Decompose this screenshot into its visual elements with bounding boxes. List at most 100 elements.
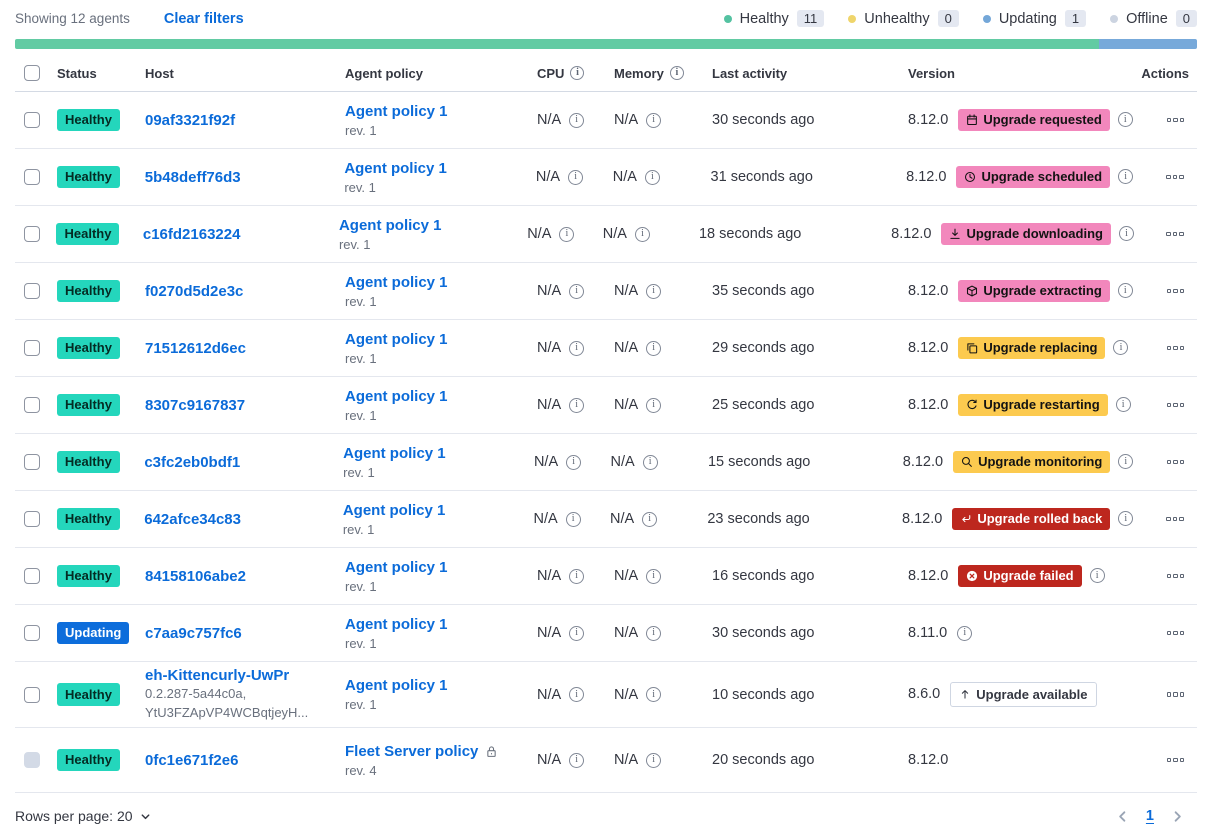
agent-policy-link[interactable]: Agent policy 1 [345,102,448,120]
upgrade-info-icon[interactable] [1118,511,1134,527]
host-link[interactable]: 84158106abe2 [145,567,246,585]
upgrade-info-icon[interactable] [1115,397,1131,413]
upgrade-info-icon[interactable] [1118,454,1134,470]
host-link[interactable]: 71512612d6ec [145,339,246,357]
host-link[interactable]: c3fc2eb0bdf1 [144,453,241,471]
info-icon[interactable] [569,687,585,702]
actions-menu-button[interactable] [1162,687,1190,702]
agent-policy-link[interactable]: Agent policy 1 [345,387,448,405]
row-checkbox[interactable] [24,568,40,584]
actions-menu-button[interactable] [1162,753,1190,768]
info-icon[interactable] [569,112,585,128]
upgrade-info-icon[interactable] [1118,226,1134,242]
actions-menu-button[interactable] [1162,455,1190,470]
host-link[interactable]: eh-Kittencurly-UwPr [145,667,290,685]
agent-policy-link[interactable]: Agent policy 1 [345,330,448,348]
version-info-icon[interactable] [957,625,973,641]
clear-filters-link[interactable]: Clear filters [163,10,244,27]
row-checkbox[interactable] [24,169,40,185]
upgrade-info-icon[interactable] [1117,283,1133,299]
agent-policy-link[interactable]: Fleet Server policy [345,743,498,760]
row-checkbox[interactable] [24,625,40,641]
upgrade-info-icon[interactable] [1113,340,1129,356]
row-checkbox[interactable] [24,454,40,470]
info-icon[interactable] [646,112,662,128]
row-checkbox[interactable] [24,283,40,299]
actions-menu-button[interactable] [1161,512,1189,527]
info-icon[interactable] [646,340,662,356]
host-link[interactable]: c16fd2163224 [142,225,241,243]
agent-policy-link[interactable]: Agent policy 1 [342,501,446,519]
info-icon[interactable] [646,687,662,702]
cpu-info-icon[interactable] [570,66,585,80]
table-row: Healthy 09af3321f92f Agent policy 1 rev.… [15,92,1197,149]
info-icon[interactable] [569,283,585,299]
agent-policy-link[interactable]: Agent policy 1 [345,558,448,576]
actions-menu-button[interactable] [1161,170,1189,185]
policy-revision: rev. 1 [345,293,377,309]
actions-menu-button[interactable] [1162,569,1190,584]
info-icon[interactable] [569,752,585,768]
status-badge: Healthy [56,450,120,474]
info-icon[interactable] [646,397,662,413]
agent-policy-link[interactable]: Agent policy 1 [343,444,446,462]
page-number-button[interactable]: 1 [1145,808,1154,824]
info-icon[interactable] [644,169,660,185]
info-icon[interactable] [642,511,658,527]
info-icon[interactable] [566,454,582,470]
host-link[interactable]: 8307c9167837 [145,396,246,414]
agent-policy-link[interactable]: Agent policy 1 [338,216,442,234]
actions-menu-button[interactable] [1162,398,1190,413]
info-icon[interactable] [559,226,575,242]
agent-policy-link[interactable]: Agent policy 1 [345,615,448,633]
agent-policy-link[interactable]: Agent policy 1 [344,159,447,177]
agent-policy-link[interactable]: Agent policy 1 [345,273,448,291]
upgrade-info-icon[interactable] [1089,568,1105,584]
agent-policy-link[interactable]: Agent policy 1 [345,677,448,694]
host-meta-line: 0.2.287-5a44c0a, [145,686,247,702]
row-checkbox[interactable] [24,686,40,703]
row-checkbox[interactable] [24,112,40,128]
info-icon[interactable] [634,226,650,242]
actions-menu-button[interactable] [1162,626,1190,641]
rows-per-page-selector[interactable]: Rows per page: 20 [15,808,151,824]
actions-menu-button[interactable] [1161,227,1189,242]
actions-menu-button[interactable] [1162,113,1190,128]
row-checkbox[interactable] [24,397,40,413]
info-icon[interactable] [646,625,662,641]
host-link[interactable]: f0270d5d2e3c [145,282,244,300]
info-icon[interactable] [569,625,585,641]
host-link[interactable]: 09af3321f92f [145,111,236,129]
host-link[interactable]: 0fc1e671f2e6 [145,751,239,769]
upgrade-info-icon[interactable] [1118,169,1134,185]
table-footer: Rows per page: 20 1 [15,793,1197,824]
info-icon[interactable] [568,169,584,185]
info-icon[interactable] [646,283,662,299]
legend-item-updating: Updating 1 [982,10,1087,27]
info-icon[interactable] [569,568,585,584]
info-icon[interactable] [642,454,658,470]
previous-page-icon[interactable] [1115,809,1130,824]
host-link[interactable]: 642afce34c83 [144,510,241,528]
select-all-checkbox[interactable] [24,65,40,81]
error-icon [967,570,978,582]
inspect-icon [962,456,972,467]
info-icon[interactable] [646,568,662,584]
row-checkbox[interactable] [24,226,40,242]
upgrade-info-icon[interactable] [1117,112,1133,128]
header-host: Host [145,65,174,81]
policy-revision: rev. 1 [338,236,371,252]
host-link[interactable]: c7aa9c757fc6 [145,624,242,642]
info-icon[interactable] [569,397,585,413]
actions-menu-button[interactable] [1162,341,1190,356]
host-link[interactable]: 5b48deff76d3 [144,168,241,186]
actions-menu-button[interactable] [1162,284,1190,299]
next-page-icon[interactable] [1170,809,1185,824]
info-icon[interactable] [565,511,581,527]
row-checkbox[interactable] [24,340,40,356]
memory-info-icon[interactable] [669,66,684,80]
info-icon[interactable] [569,340,585,356]
info-icon[interactable] [646,752,662,768]
policy-revision: rev. 1 [344,179,376,195]
row-checkbox[interactable] [24,511,40,527]
